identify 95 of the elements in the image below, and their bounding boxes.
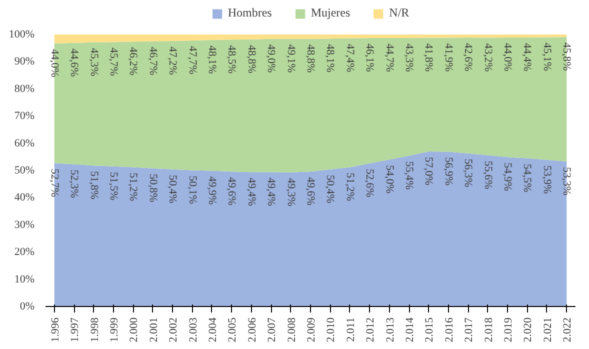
x-tick-label: 2.015 xyxy=(424,317,436,342)
legend-label: Mujeres xyxy=(310,6,350,20)
data-label: 45,8% xyxy=(560,42,573,71)
x-tick-label: 2.021 xyxy=(542,318,554,342)
x-tick-label: 2.004 xyxy=(206,317,219,342)
data-label: 45,3% xyxy=(88,48,100,76)
y-tick-label: 90% xyxy=(14,56,35,68)
x-tick-label: 2.005 xyxy=(226,317,239,342)
data-label: 56,9% xyxy=(442,157,454,186)
data-label: 43,2% xyxy=(482,43,494,72)
data-label: 49,3% xyxy=(284,178,297,206)
data-label: 41,8% xyxy=(422,43,435,72)
y-tick-label: 20% xyxy=(14,246,35,258)
data-label: 50,8% xyxy=(146,174,159,202)
data-label: 49,0% xyxy=(265,44,278,73)
data-label: 54,0% xyxy=(383,165,396,194)
data-label: 43,3% xyxy=(403,43,416,72)
data-label: 48,8% xyxy=(245,44,258,74)
data-label: 55,4% xyxy=(403,161,416,190)
x-tick-label: 2.013 xyxy=(384,317,396,342)
data-label: 47,4% xyxy=(344,44,356,72)
data-label: 51,8% xyxy=(88,171,100,200)
data-label: 49,4% xyxy=(245,178,258,206)
data-label: 50,1% xyxy=(186,176,198,204)
x-tick-label: 2.018 xyxy=(482,317,495,342)
y-tick-label: 80% xyxy=(14,82,35,95)
y-tick-label: 50% xyxy=(14,164,35,176)
data-label: 51,5% xyxy=(107,172,120,200)
data-label: 49,9% xyxy=(206,176,218,205)
x-tick-label: 1.997 xyxy=(69,317,82,342)
y-tick-label: 10% xyxy=(14,273,35,286)
data-label: 55,6% xyxy=(482,160,494,190)
x-tick-label: 1.998 xyxy=(88,317,101,342)
data-label: 52,7% xyxy=(48,168,60,198)
x-tick-label: 2.002 xyxy=(168,318,180,342)
x-tick-label: 2.020 xyxy=(522,317,534,342)
data-label: 45,1% xyxy=(540,42,553,72)
data-label: 46,7% xyxy=(146,46,159,76)
x-tick-label: 2.022 xyxy=(562,318,574,342)
data-label: 49,4% xyxy=(265,178,278,206)
data-label: 46,2% xyxy=(127,47,140,76)
data-label: 44,0% xyxy=(48,48,60,78)
data-label: 53,3% xyxy=(560,166,573,196)
legend-label: N/R xyxy=(389,6,410,20)
x-tick-label: 2.007 xyxy=(266,317,278,342)
x-tick-label: 2.011 xyxy=(344,318,357,342)
y-tick-label: 100% xyxy=(8,28,35,40)
legend-label: Hombres xyxy=(228,6,272,20)
x-tick-label: 2.001 xyxy=(148,318,160,342)
data-label: 51,2% xyxy=(127,172,140,202)
x-tick-label: 2.008 xyxy=(286,317,298,342)
data-label: 48,5% xyxy=(226,45,238,74)
data-label: 57,0% xyxy=(422,156,435,186)
data-label: 45,7% xyxy=(107,48,120,76)
y-tick-label: 70% xyxy=(14,110,35,122)
data-label: 49,6% xyxy=(304,177,316,206)
data-label: 42,6% xyxy=(462,42,474,72)
data-label: 47,2% xyxy=(166,46,179,75)
data-label: 50,4% xyxy=(166,174,179,204)
data-label: 44,6% xyxy=(68,48,80,77)
x-tick-label: 2.016 xyxy=(443,317,456,342)
data-label: 44,0% xyxy=(502,42,514,72)
data-label: 53,9% xyxy=(540,165,553,194)
x-tick-label: 2.012 xyxy=(364,318,377,342)
data-label: 48,1% xyxy=(324,44,336,72)
data-label: 44,4% xyxy=(521,42,534,72)
data-label: 41,9% xyxy=(442,43,454,72)
data-label: 48,1% xyxy=(206,45,218,74)
data-label: 50,4% xyxy=(324,174,336,204)
x-tick-label: 1.999 xyxy=(108,317,120,342)
x-tick-label: 2.019 xyxy=(502,317,515,342)
x-tick-label: 2.010 xyxy=(325,317,338,342)
data-label: 46,1% xyxy=(364,43,376,72)
data-label: 48,8% xyxy=(304,44,316,73)
data-label: 44,7% xyxy=(383,43,396,72)
data-label: 56,3% xyxy=(462,158,474,188)
x-tick-label: 2.000 xyxy=(128,317,140,342)
data-label: 54,9% xyxy=(502,162,514,192)
x-tick-label: 2.017 xyxy=(463,317,476,342)
data-label: 54,5% xyxy=(521,164,534,192)
y-tick-label: 30% xyxy=(14,218,35,231)
x-tick-label: 2.003 xyxy=(187,317,200,342)
data-label: 52,6% xyxy=(364,168,376,198)
x-tick-label: 2.009 xyxy=(306,317,318,342)
data-label: 51,2% xyxy=(344,172,356,202)
y-tick-label: 60% xyxy=(14,137,35,150)
data-label: 47,7% xyxy=(186,46,198,74)
y-tick-label: 0% xyxy=(20,300,35,312)
data-label: 52,3% xyxy=(68,170,80,198)
x-tick-label: 1.996 xyxy=(49,317,62,342)
y-tick-label: 40% xyxy=(14,192,35,204)
x-tick-label: 2.006 xyxy=(246,317,258,342)
data-label: 49,1% xyxy=(284,44,297,73)
x-tick-label: 2.014 xyxy=(404,317,416,342)
data-label: 49,6% xyxy=(226,177,238,206)
